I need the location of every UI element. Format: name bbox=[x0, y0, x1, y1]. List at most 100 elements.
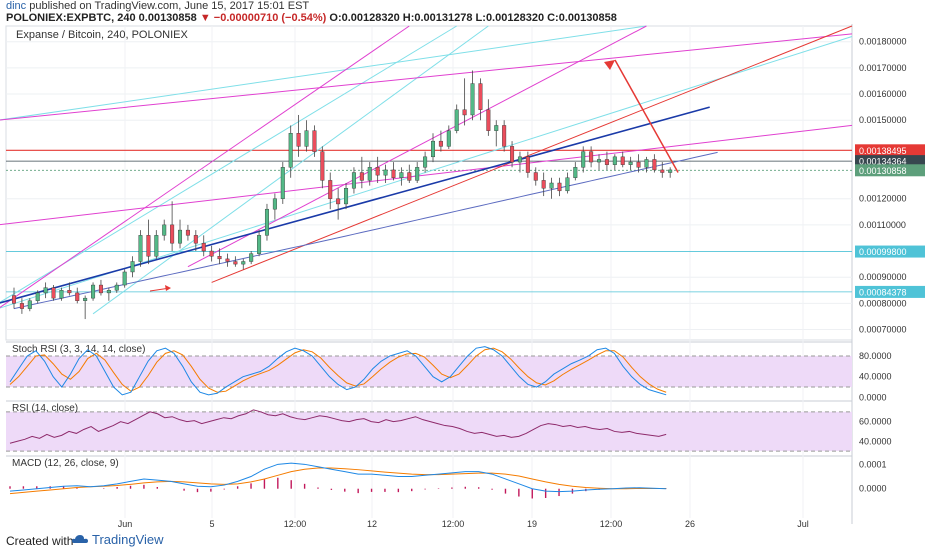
candle-body bbox=[431, 140, 436, 158]
candle-body bbox=[525, 156, 530, 173]
candle-body bbox=[494, 125, 499, 131]
candle-body bbox=[51, 287, 56, 299]
macd-signal-line bbox=[9, 467, 667, 495]
candle-body bbox=[280, 167, 285, 199]
trend-line bbox=[0, 25, 457, 303]
y-tick-label: 0.00170000 bbox=[859, 63, 907, 73]
candle-body bbox=[217, 256, 222, 260]
candle-body bbox=[652, 159, 657, 171]
candle-body bbox=[328, 180, 333, 199]
publish-line: dinc published on TradingView.com, June … bbox=[6, 0, 309, 12]
candle-body bbox=[644, 159, 649, 168]
candle-body bbox=[91, 284, 96, 299]
candle-body bbox=[660, 169, 665, 173]
projection-arrow bbox=[614, 59, 679, 173]
stoch-rsi-y-tick: 40.0000 bbox=[859, 372, 892, 382]
x-tick-label: 12 bbox=[367, 519, 377, 529]
candle-body bbox=[399, 172, 404, 178]
candle-body bbox=[35, 292, 40, 301]
trend-line bbox=[187, 25, 647, 268]
rsi-title: RSI (14, close) bbox=[12, 403, 78, 414]
price-label-badge bbox=[855, 155, 925, 168]
rsi-y-tick: 40.0000 bbox=[859, 436, 892, 446]
candle-body bbox=[185, 229, 190, 236]
candle-body bbox=[83, 297, 88, 301]
candle-body bbox=[193, 235, 198, 244]
price-label-badge bbox=[855, 164, 925, 177]
y-tick-label: 0.00070000 bbox=[859, 325, 907, 335]
ohlc-values: O:0.00128320 H:0.00131278 L:0.00128320 C… bbox=[329, 12, 617, 24]
price-label-text: 0.00130858 bbox=[859, 166, 907, 176]
macd-line bbox=[9, 462, 667, 493]
candle-body bbox=[344, 188, 349, 205]
candle-body bbox=[383, 169, 388, 176]
candle-body bbox=[162, 224, 167, 236]
candle-body bbox=[668, 169, 673, 173]
macd-y-tick: 0.0001 bbox=[859, 459, 887, 469]
stoch-rsi-title: Stoch RSI (3, 3, 14, 14, close) bbox=[12, 344, 145, 355]
candle-body bbox=[589, 151, 594, 163]
price-label-text: 0.00099800 bbox=[859, 247, 907, 257]
rsi-line bbox=[9, 409, 667, 444]
stoch-rsi-d-line bbox=[9, 347, 667, 393]
candle-body bbox=[296, 133, 301, 147]
y-tick-label: 0.00090000 bbox=[859, 272, 907, 282]
tradingview-brand[interactable]: TradingView bbox=[92, 532, 164, 547]
candle-body bbox=[288, 133, 293, 168]
tradingview-logo-icon bbox=[72, 535, 88, 543]
candle-body bbox=[517, 156, 522, 163]
candle-body bbox=[533, 172, 538, 181]
candle-body bbox=[620, 156, 625, 165]
candle-body bbox=[114, 284, 119, 291]
candle-body bbox=[628, 161, 633, 165]
trend-line bbox=[0, 106, 710, 304]
candle-body bbox=[43, 287, 48, 294]
candle-body bbox=[415, 167, 420, 181]
candle-body bbox=[486, 109, 491, 131]
candle-body bbox=[272, 198, 277, 210]
candle-body bbox=[59, 290, 64, 299]
candle-body bbox=[423, 156, 428, 168]
candle-body bbox=[130, 261, 135, 273]
y-tick-label: 0.00110000 bbox=[859, 220, 906, 230]
price-label-badge bbox=[855, 144, 925, 157]
trend-line bbox=[0, 25, 410, 308]
candle-body bbox=[178, 229, 183, 244]
candle-body bbox=[67, 290, 72, 294]
candle-body bbox=[11, 295, 16, 304]
rsi-band bbox=[6, 411, 852, 452]
candle-body bbox=[249, 253, 254, 262]
price-label-badge bbox=[855, 245, 925, 258]
candle-body bbox=[201, 242, 206, 252]
stoch-rsi-y-tick: 0.0000 bbox=[859, 392, 887, 402]
candle-body bbox=[502, 125, 507, 147]
price-chart[interactable]: 0.00180000 0.00170000 0.00160000 0.00150000… bbox=[0, 24, 932, 530]
candle-body bbox=[27, 300, 32, 309]
candle-body bbox=[470, 83, 475, 116]
candle-body bbox=[557, 182, 562, 192]
candle-body bbox=[375, 167, 380, 176]
candle-body bbox=[122, 271, 127, 286]
trend-line bbox=[0, 33, 853, 121]
symbol-line: POLONIEX:EXPBTC, 240 0.00130858 ▼ −0.000… bbox=[6, 12, 617, 24]
x-tick-label: Jul bbox=[797, 519, 809, 529]
x-tick-label: 5 bbox=[209, 519, 214, 529]
candle-body bbox=[146, 235, 151, 257]
author-link[interactable]: dinc bbox=[6, 0, 27, 12]
y-tick-label: 0.00080000 bbox=[859, 298, 907, 308]
candle-body bbox=[604, 159, 609, 165]
candle-body bbox=[438, 140, 443, 147]
candle-body bbox=[597, 159, 602, 163]
rsi-y-tick: 60.0000 bbox=[859, 417, 892, 427]
stoch-rsi-y-tick: 80.0000 bbox=[859, 351, 892, 361]
candle-body bbox=[320, 151, 325, 181]
footer: Created with TradingView bbox=[0, 530, 932, 550]
candle-body bbox=[209, 250, 214, 257]
candle-body bbox=[241, 261, 246, 265]
x-tick-label: 12:00 bbox=[600, 519, 623, 529]
y-tick-label: 0.00180000 bbox=[859, 37, 907, 47]
last-price: 0.00130858 bbox=[138, 12, 197, 24]
candle-body bbox=[573, 167, 578, 178]
candle-body bbox=[549, 182, 554, 189]
candle-body bbox=[407, 172, 412, 181]
